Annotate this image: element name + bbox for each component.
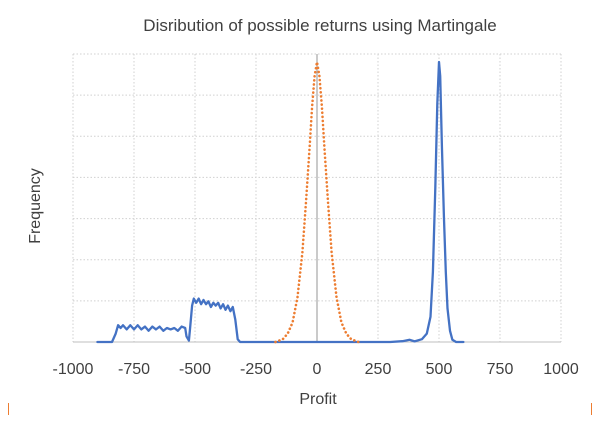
right-edge-mark xyxy=(591,403,592,415)
y-axis-title: Frequency xyxy=(27,168,44,244)
x-tick-label: 500 xyxy=(426,361,453,378)
grid-layer xyxy=(72,53,562,343)
series-line-solid xyxy=(96,60,465,344)
left-edge-mark xyxy=(8,403,9,415)
x-axis-title: Profit xyxy=(299,391,337,408)
x-tick-label: -250 xyxy=(240,361,272,378)
x-tick-label: 750 xyxy=(487,361,514,378)
tick-label-layer: -1000 -750 -500 -250 0 250 500 750 1000 xyxy=(53,361,579,378)
x-tick-label: 0 xyxy=(313,361,322,378)
series-layer xyxy=(96,60,465,344)
x-tick-label: -1000 xyxy=(53,361,94,378)
x-tick-label: -500 xyxy=(179,361,211,378)
x-tick-label: -750 xyxy=(118,361,150,378)
series-line-dotted xyxy=(274,60,360,344)
chart-title: Disribution of possible returns using Ma… xyxy=(143,16,496,35)
x-tick-label: 1000 xyxy=(543,361,579,378)
x-tick-label: 250 xyxy=(365,361,392,378)
